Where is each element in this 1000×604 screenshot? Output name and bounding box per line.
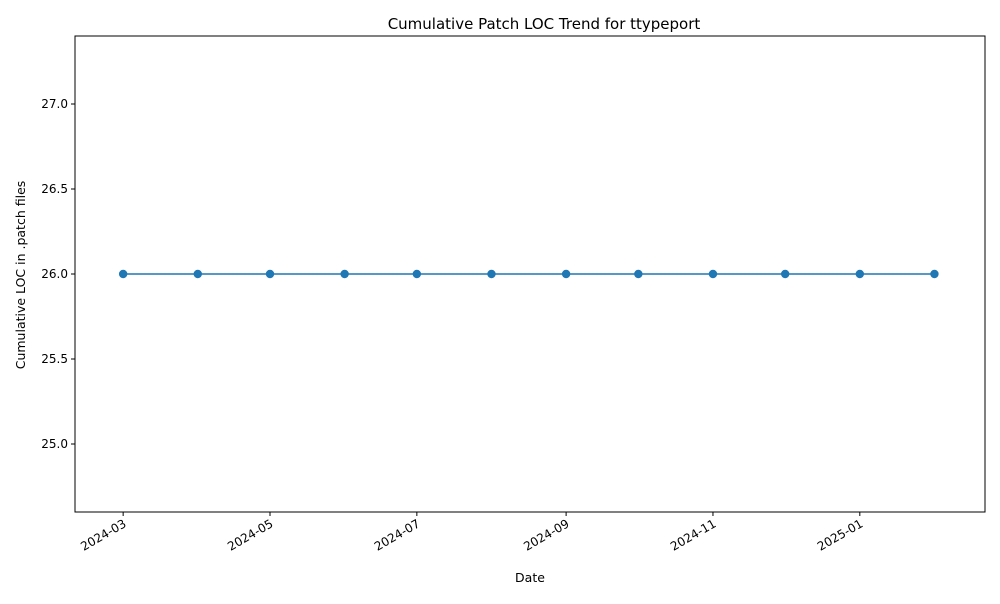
y-axis-label: Cumulative LOC in .patch files [13, 181, 28, 370]
y-axis-ticks: 25.0 25.5 26.0 26.5 27.0 [41, 97, 75, 451]
data-point [930, 269, 939, 279]
data-point [708, 269, 718, 279]
x-axis-label: Date [515, 570, 545, 585]
y-tick-label: 26.0 [41, 267, 68, 281]
data-point [118, 269, 128, 279]
data-point [193, 269, 202, 279]
series-layer [118, 269, 939, 279]
data-point [412, 269, 422, 279]
data-point [561, 269, 571, 279]
y-tick-label: 26.5 [41, 182, 68, 196]
data-point [487, 269, 496, 279]
chart-title: Cumulative Patch LOC Trend for ttypeport [388, 15, 701, 33]
y-tick-label: 27.0 [41, 97, 68, 111]
data-point [855, 269, 865, 279]
data-point [265, 269, 275, 279]
y-tick-label: 25.0 [41, 437, 68, 451]
data-point [340, 269, 349, 279]
y-tick-label: 25.5 [41, 352, 68, 366]
data-point [780, 269, 790, 279]
data-point [634, 269, 643, 279]
